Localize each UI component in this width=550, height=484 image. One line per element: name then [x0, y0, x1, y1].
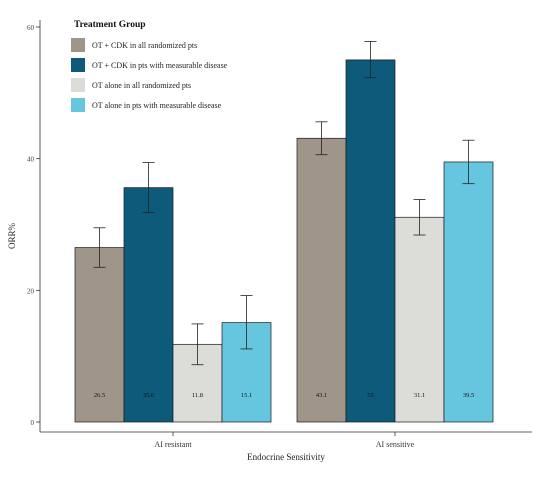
- x-tick-label: AI sensitive: [376, 440, 415, 449]
- data-label: 55: [367, 392, 374, 399]
- bar: [443, 161, 494, 423]
- legend-swatch: [71, 38, 85, 52]
- y-axis-title: ORR%: [7, 223, 17, 250]
- x-tick-label: AI resistant: [154, 440, 192, 449]
- y-tick-label: 60: [27, 24, 35, 32]
- x-axis-title: Endocrine Sensitivity: [247, 452, 325, 462]
- axes: ORR% Endocrine Sensitivity: [7, 20, 532, 462]
- bar: [394, 216, 445, 423]
- y-ticks: 0 20 40 60: [27, 24, 40, 427]
- y-tick-label: 20: [27, 287, 35, 295]
- legend: Treatment Group OT + CDK in all randomiz…: [71, 20, 228, 112]
- legend-swatch: [71, 58, 85, 72]
- legend-label: OT + CDK in all randomized pts: [92, 41, 197, 50]
- x-ticks: AI resistant AI sensitive: [154, 432, 415, 449]
- data-label: 26.5: [94, 392, 105, 399]
- bar: [123, 187, 174, 423]
- legend-label: OT + CDK in pts with measurable disease: [92, 61, 228, 70]
- value-labels: 26.5 35.6 11.8 15.1 43.1 55 31.1 39.5: [94, 392, 474, 399]
- data-label: 43.1: [316, 392, 327, 399]
- data-label: 15.1: [241, 392, 252, 399]
- y-tick-label: 0: [31, 419, 35, 427]
- legend-swatch: [71, 78, 85, 92]
- data-label: 11.8: [192, 392, 203, 399]
- legend-label: OT alone in pts with measurable disease: [92, 101, 222, 110]
- legend-title: Treatment Group: [74, 20, 146, 30]
- data-label: 35.6: [143, 392, 155, 399]
- legend-label: OT alone in all randomized pts: [92, 81, 191, 90]
- data-label: 39.5: [463, 392, 474, 399]
- y-tick-label: 40: [27, 156, 35, 164]
- bars: [74, 59, 494, 423]
- legend-swatch: [71, 98, 85, 112]
- error-bars: [93, 41, 475, 366]
- bar: [296, 137, 347, 423]
- data-label: 31.1: [414, 392, 425, 399]
- bar: [345, 59, 396, 423]
